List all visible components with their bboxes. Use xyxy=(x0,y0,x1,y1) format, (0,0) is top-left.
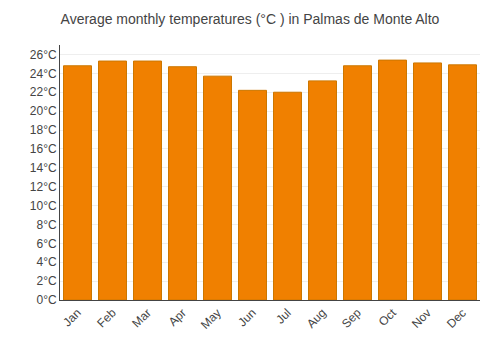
svg-text:Average monthly temperatures (: Average monthly temperatures (°C ) in Pa… xyxy=(61,11,440,27)
svg-text:Aug: Aug xyxy=(304,306,329,331)
svg-text:12°C: 12°C xyxy=(30,180,57,194)
svg-text:Mar: Mar xyxy=(129,306,154,331)
svg-text:24°C: 24°C xyxy=(30,67,57,81)
svg-text:Jun: Jun xyxy=(235,306,259,330)
svg-text:Dec: Dec xyxy=(444,306,469,331)
svg-text:Sep: Sep xyxy=(339,306,364,331)
svg-text:14°C: 14°C xyxy=(30,161,57,175)
svg-text:8°C: 8°C xyxy=(36,218,56,232)
svg-text:0°C: 0°C xyxy=(36,293,56,307)
svg-text:6°C: 6°C xyxy=(36,237,56,251)
svg-text:4°C: 4°C xyxy=(36,255,56,269)
svg-text:Oct: Oct xyxy=(376,305,400,329)
svg-text:May: May xyxy=(198,306,224,332)
svg-text:Jan: Jan xyxy=(60,306,84,330)
svg-text:Apr: Apr xyxy=(166,306,189,329)
svg-text:22°C: 22°C xyxy=(30,85,57,99)
svg-text:20°C: 20°C xyxy=(30,104,57,118)
svg-text:10°C: 10°C xyxy=(30,199,57,213)
svg-text:26°C: 26°C xyxy=(30,48,57,62)
svg-text:2°C: 2°C xyxy=(36,274,56,288)
svg-text:18°C: 18°C xyxy=(30,123,57,137)
svg-text:Jul: Jul xyxy=(273,306,294,327)
svg-text:Feb: Feb xyxy=(94,306,119,331)
svg-text:16°C: 16°C xyxy=(30,142,57,156)
svg-text:Nov: Nov xyxy=(409,306,434,331)
